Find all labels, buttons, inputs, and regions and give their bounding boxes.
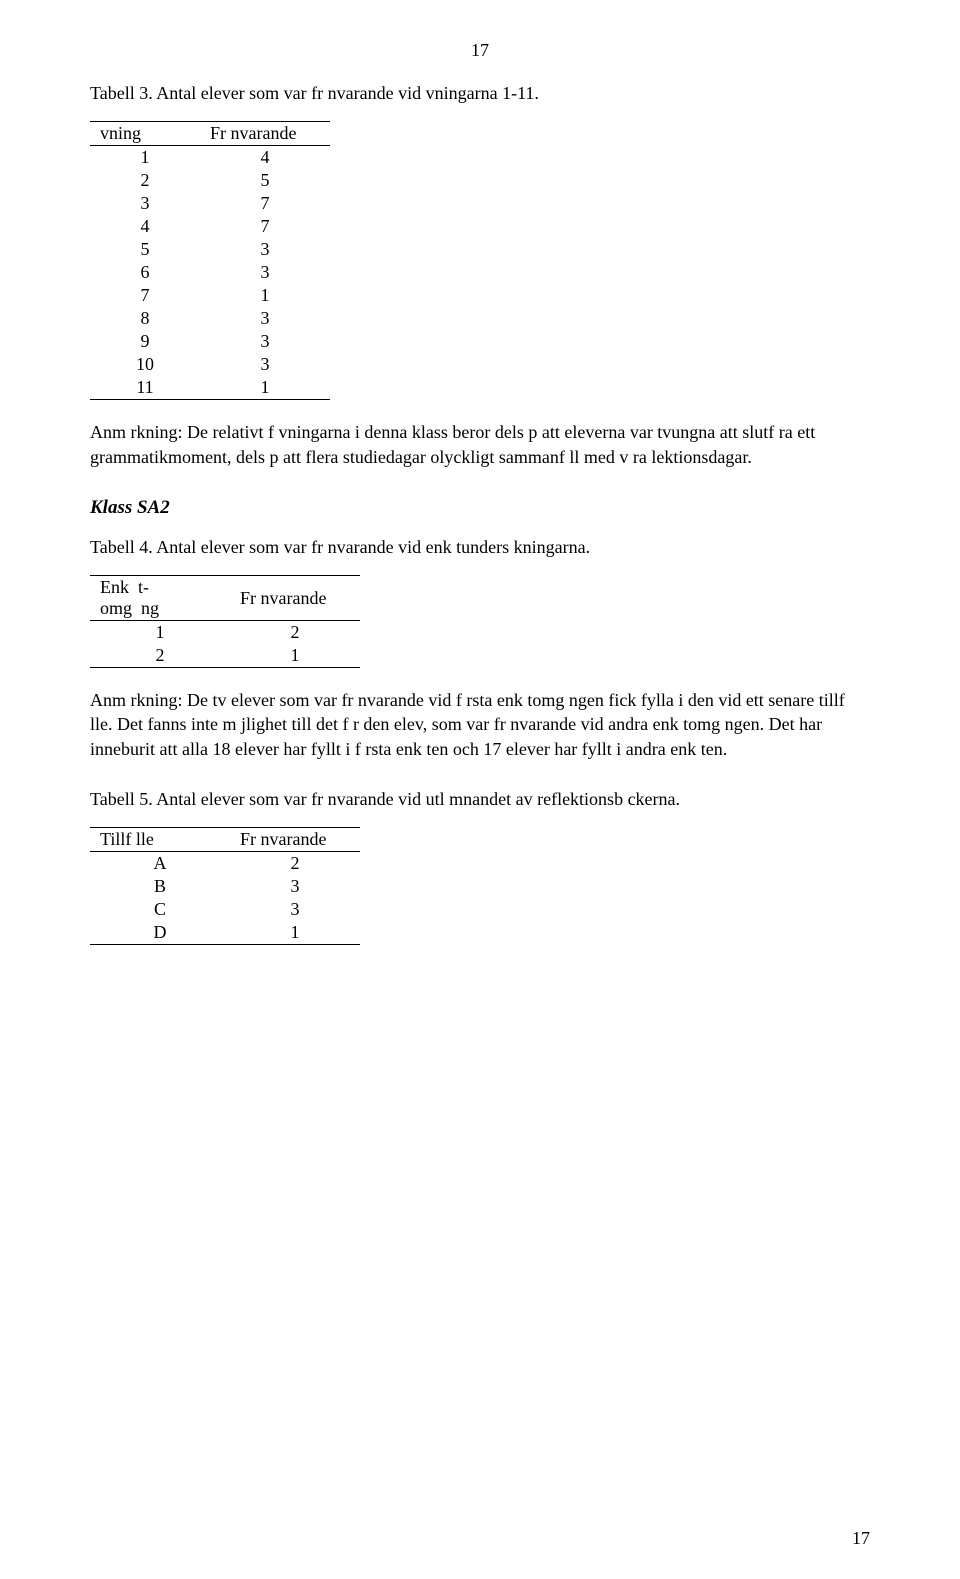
page-number-top: 17	[90, 40, 870, 61]
table-row: 111	[90, 376, 330, 400]
cell: 1	[230, 921, 360, 945]
cell: 6	[90, 261, 200, 284]
table-row: 103	[90, 353, 330, 376]
cell: 3	[200, 238, 330, 261]
table5-caption: Tabell 5. Antal elever som var fr nvaran…	[90, 787, 870, 811]
table-row: 83	[90, 307, 330, 330]
cell: D	[90, 921, 230, 945]
cell: 5	[90, 238, 200, 261]
table-row: 47	[90, 215, 330, 238]
cell: 1	[200, 376, 330, 400]
cell: 8	[90, 307, 200, 330]
table-row: C3	[90, 898, 360, 921]
table3-header-vning: vning	[90, 122, 200, 146]
table-row: 21	[90, 644, 360, 668]
table-row: A2	[90, 852, 360, 876]
page: 17 Tabell 3. Antal elever som var fr nva…	[0, 0, 960, 1579]
table-row: 53	[90, 238, 330, 261]
cell: 11	[90, 376, 200, 400]
table-row: 37	[90, 192, 330, 215]
table-row: 25	[90, 169, 330, 192]
table4-header-enkat: Enk t- omg ng	[90, 576, 230, 621]
table-row: 12	[90, 621, 360, 645]
table3-caption: Tabell 3. Antal elever som var fr nvaran…	[90, 81, 870, 105]
table-row: B3	[90, 875, 360, 898]
cell: 2	[90, 169, 200, 192]
cell: 9	[90, 330, 200, 353]
cell: 3	[200, 261, 330, 284]
cell: 2	[90, 644, 230, 668]
table4: Enk t- omg ng Fr nvarande 12 21	[90, 575, 360, 668]
klass-heading: Klass SA2	[90, 497, 870, 519]
cell: A	[90, 852, 230, 876]
cell: 3	[230, 898, 360, 921]
cell: 4	[200, 146, 330, 170]
cell: 1	[200, 284, 330, 307]
cell: 7	[90, 284, 200, 307]
table-row: 63	[90, 261, 330, 284]
cell: 7	[200, 192, 330, 215]
cell: 2	[230, 852, 360, 876]
cell: 1	[230, 644, 360, 668]
table3-note: Anm rkning: De relativt f vningarna i de…	[90, 420, 870, 469]
table3-header-franvarande: Fr nvarande	[200, 122, 330, 146]
table5: Tillf lle Fr nvarande A2 B3 C3 D1	[90, 827, 360, 945]
cell: C	[90, 898, 230, 921]
cell: B	[90, 875, 230, 898]
table3: vning Fr nvarande 14 25 37 47 53 63 71 8…	[90, 121, 330, 400]
cell: 10	[90, 353, 200, 376]
cell: 7	[200, 215, 330, 238]
cell: 3	[200, 353, 330, 376]
table-row: 93	[90, 330, 330, 353]
cell: 1	[90, 621, 230, 645]
table-row: 71	[90, 284, 330, 307]
table-row: D1	[90, 921, 360, 945]
table4-header-franvarande: Fr nvarande	[230, 576, 360, 621]
cell: 2	[230, 621, 360, 645]
cell: 4	[90, 215, 200, 238]
table-row: 14	[90, 146, 330, 170]
cell: 3	[90, 192, 200, 215]
cell: 3	[230, 875, 360, 898]
cell: 3	[200, 307, 330, 330]
cell: 5	[200, 169, 330, 192]
table4-caption: Tabell 4. Antal elever som var fr nvaran…	[90, 535, 870, 559]
page-number-bottom: 17	[852, 1528, 870, 1549]
table4-note: Anm rkning: De tv elever som var fr nvar…	[90, 688, 870, 761]
table5-header-tillfalle: Tillf lle	[90, 828, 230, 852]
cell: 1	[90, 146, 200, 170]
table5-header-franvarande: Fr nvarande	[230, 828, 360, 852]
cell: 3	[200, 330, 330, 353]
